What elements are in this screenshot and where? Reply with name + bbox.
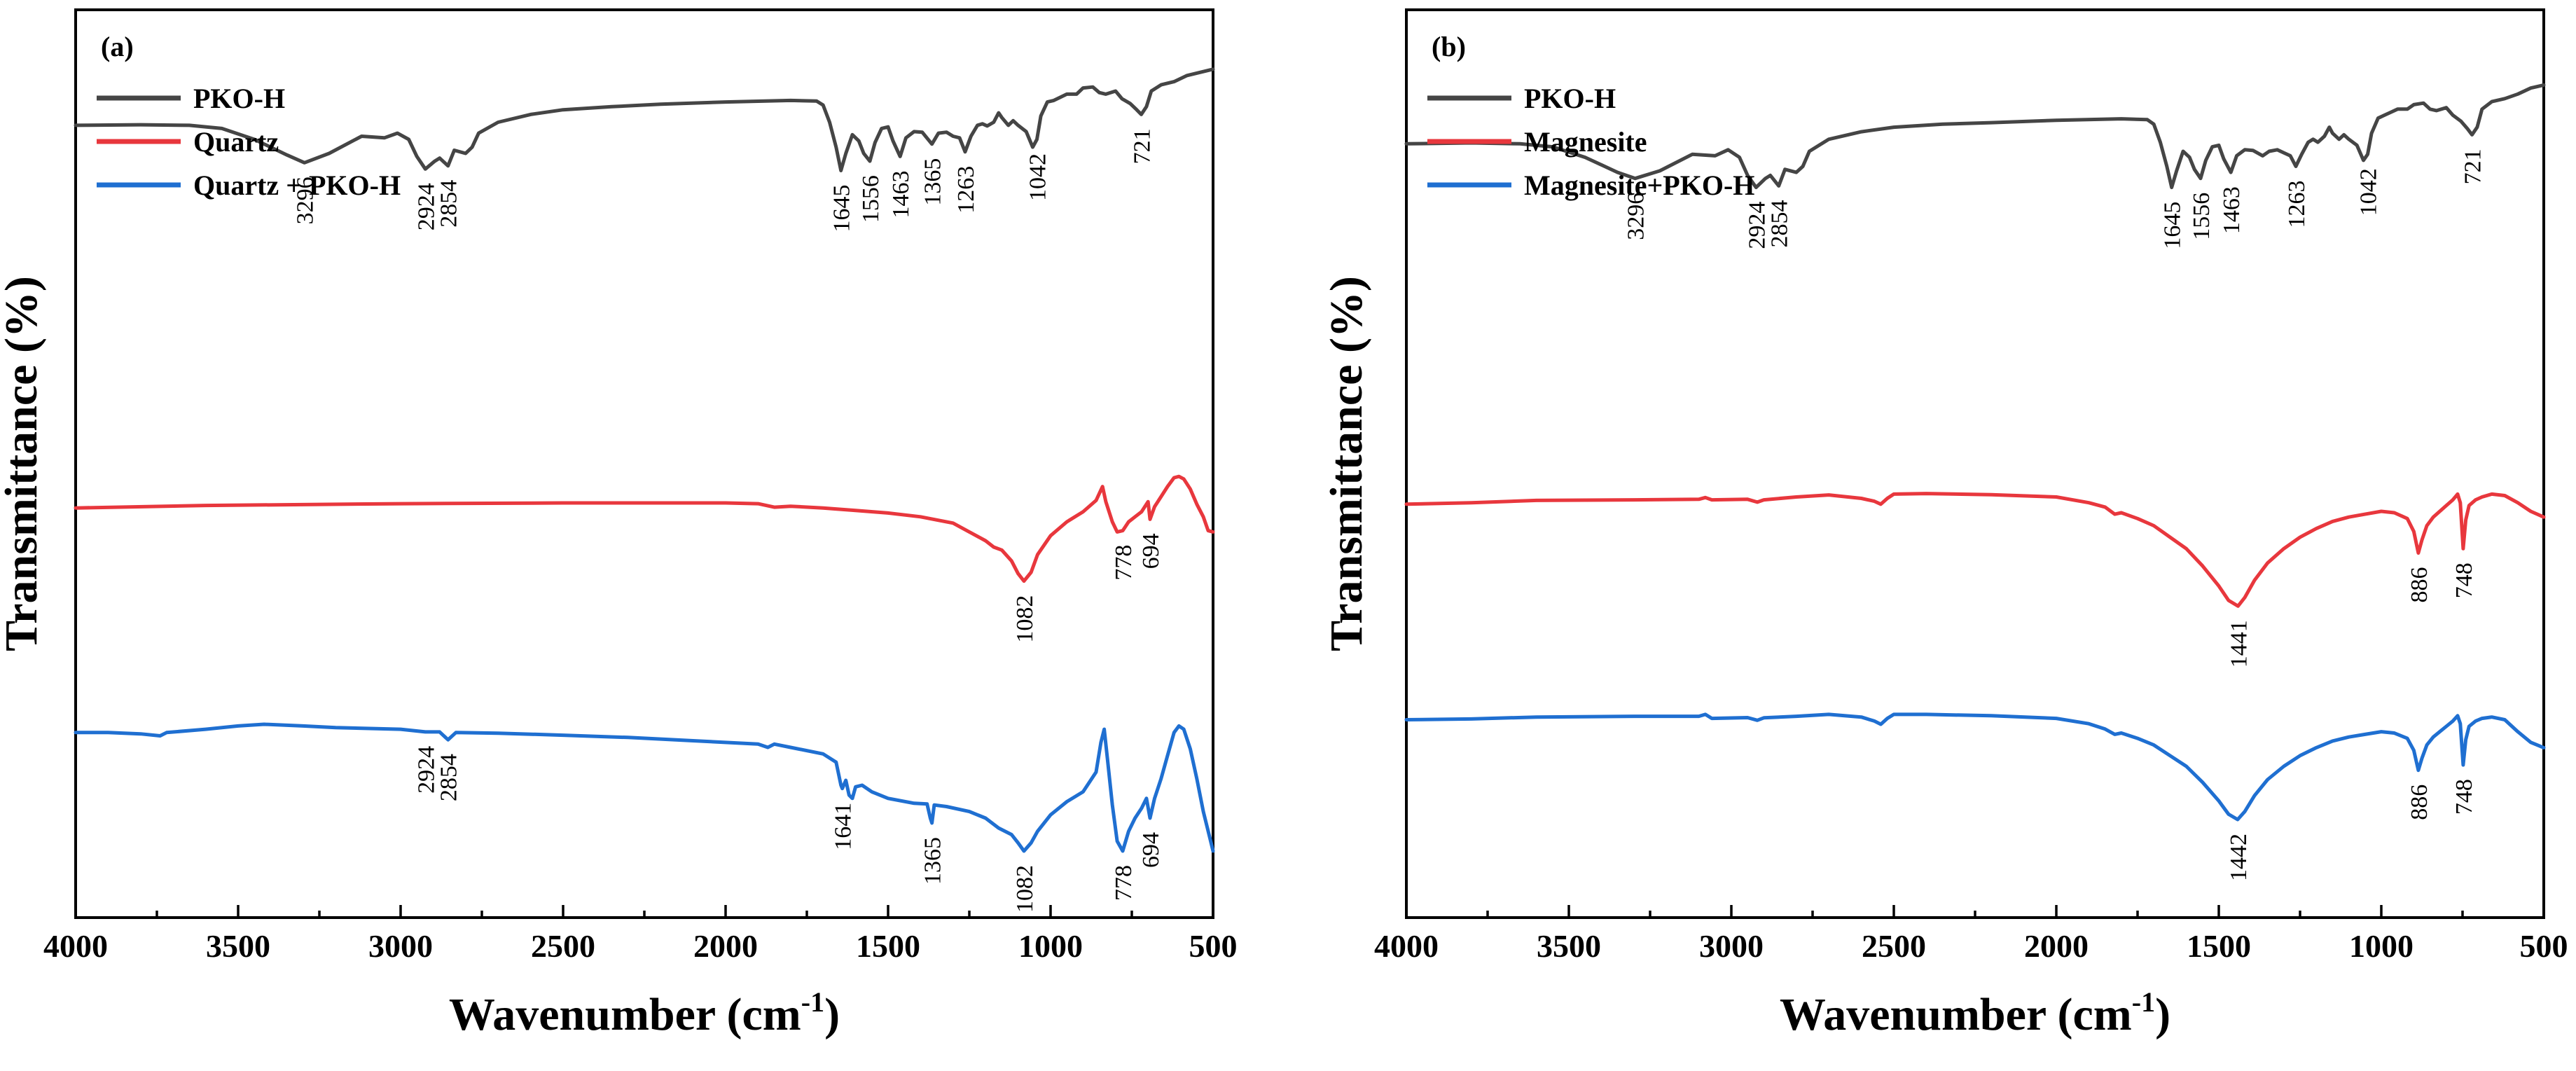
peak-annotation: 886 <box>2407 567 2432 602</box>
series-line-magnesite-pko-h <box>1404 712 2546 822</box>
x-tick-label: 1500 <box>856 928 920 964</box>
peak-annotation: 1082 <box>1012 865 1038 913</box>
x-tick-label: 3000 <box>368 928 433 964</box>
x-tick-label: 2000 <box>693 928 758 964</box>
x-tick-label: 500 <box>2520 928 2568 964</box>
peak-annotation: 1556 <box>2189 193 2215 240</box>
peak-annotation: 886 <box>2407 785 2432 820</box>
peak-annotation: 1441 <box>2226 620 2252 668</box>
series-line-quartz <box>74 474 1215 583</box>
series-line-magnesite <box>1404 492 2546 608</box>
x-tick-label: 2500 <box>531 928 595 964</box>
peak-annotation: 1042 <box>2356 168 2382 216</box>
peak-annotation: 2854 <box>1767 200 1793 247</box>
x-tick-label: 2000 <box>2024 928 2089 964</box>
y-axis-label: Transmittance (%) <box>1321 276 1372 651</box>
peak-annotation: 1082 <box>1012 595 1038 643</box>
legend-label: Quartz + PKO-H <box>193 170 401 201</box>
panel-b: 4000 3500 3000 2500 2000 1500 1000 500 Wavenumbe… <box>1321 8 2568 1040</box>
legend-label: Quartz <box>193 126 279 158</box>
legend-label: Magnesite+PKO-H <box>1524 170 1754 201</box>
x-tick-label: 3000 <box>1699 928 1764 964</box>
peak-annotation: 1442 <box>2226 834 2252 881</box>
x-tick-label: 3500 <box>1537 928 1601 964</box>
peak-annotation: 778 <box>1111 865 1137 901</box>
peak-annotation: 3296 <box>293 177 319 224</box>
peak-annotation: 694 <box>1138 832 1164 868</box>
x-tick-label: 1500 <box>2187 928 2251 964</box>
peak-annotation: 3296 <box>1623 193 1649 240</box>
peak-annotation: 1365 <box>920 837 946 885</box>
peak-annotation: 1641 <box>831 803 857 850</box>
peak-annotation: 2854 <box>436 754 462 801</box>
legend-label: PKO-H <box>193 83 285 114</box>
peak-annotation: 2924 <box>413 183 439 230</box>
peak-annotation: 1645 <box>2160 202 2186 249</box>
x-tick-label: 1000 <box>1018 928 1083 964</box>
peak-annotation: 1042 <box>1025 153 1051 201</box>
x-tick-label: 500 <box>1189 928 1238 964</box>
x-tick-label: 3500 <box>206 928 270 964</box>
peak-annotation: 748 <box>2451 562 2477 598</box>
peak-annotation: 2854 <box>436 180 462 228</box>
series-line-pko-h <box>1404 83 2546 190</box>
peak-annotation: 2924 <box>1744 202 1770 249</box>
panel-label: (a) <box>101 31 134 62</box>
legend-label: PKO-H <box>1524 83 1616 114</box>
peak-annotation: 2924 <box>413 746 439 794</box>
x-tick-label: 2500 <box>1862 928 1926 964</box>
peak-annotation: 1263 <box>2284 181 2310 228</box>
x-tick-label: 1000 <box>2349 928 2414 964</box>
panel-label: (b) <box>1432 31 1466 62</box>
peak-annotation: 1556 <box>858 175 884 223</box>
series-line-pko-h <box>74 67 1215 172</box>
y-axis-label: Transmittance (%) <box>0 276 47 651</box>
series-line-quartz-pko-h <box>74 722 1215 853</box>
peak-annotation: 721 <box>2460 148 2486 184</box>
x-axis-label: Wavenumber (cm-1) <box>1780 986 2170 1040</box>
peak-annotation: 721 <box>1129 128 1155 164</box>
peak-annotation: 1645 <box>829 184 855 232</box>
peak-annotation: 748 <box>2451 779 2477 815</box>
x-tick-label: 4000 <box>1374 928 1439 964</box>
x-tick-label: 4000 <box>43 928 108 964</box>
x-axis-label: Wavenumber (cm-1) <box>449 986 840 1040</box>
panel-a: 4000 3500 3000 2500 2000 1500 1000 500 Wavenumbe… <box>0 8 1238 1040</box>
peak-annotation: 694 <box>1138 533 1164 569</box>
peak-annotation: 1365 <box>920 158 946 206</box>
peak-annotation: 1463 <box>888 170 914 218</box>
legend-label: Magnesite <box>1524 126 1647 158</box>
peak-annotation: 778 <box>1111 545 1137 581</box>
peak-annotation: 1463 <box>2219 186 2245 234</box>
peak-annotation: 1263 <box>953 166 979 214</box>
